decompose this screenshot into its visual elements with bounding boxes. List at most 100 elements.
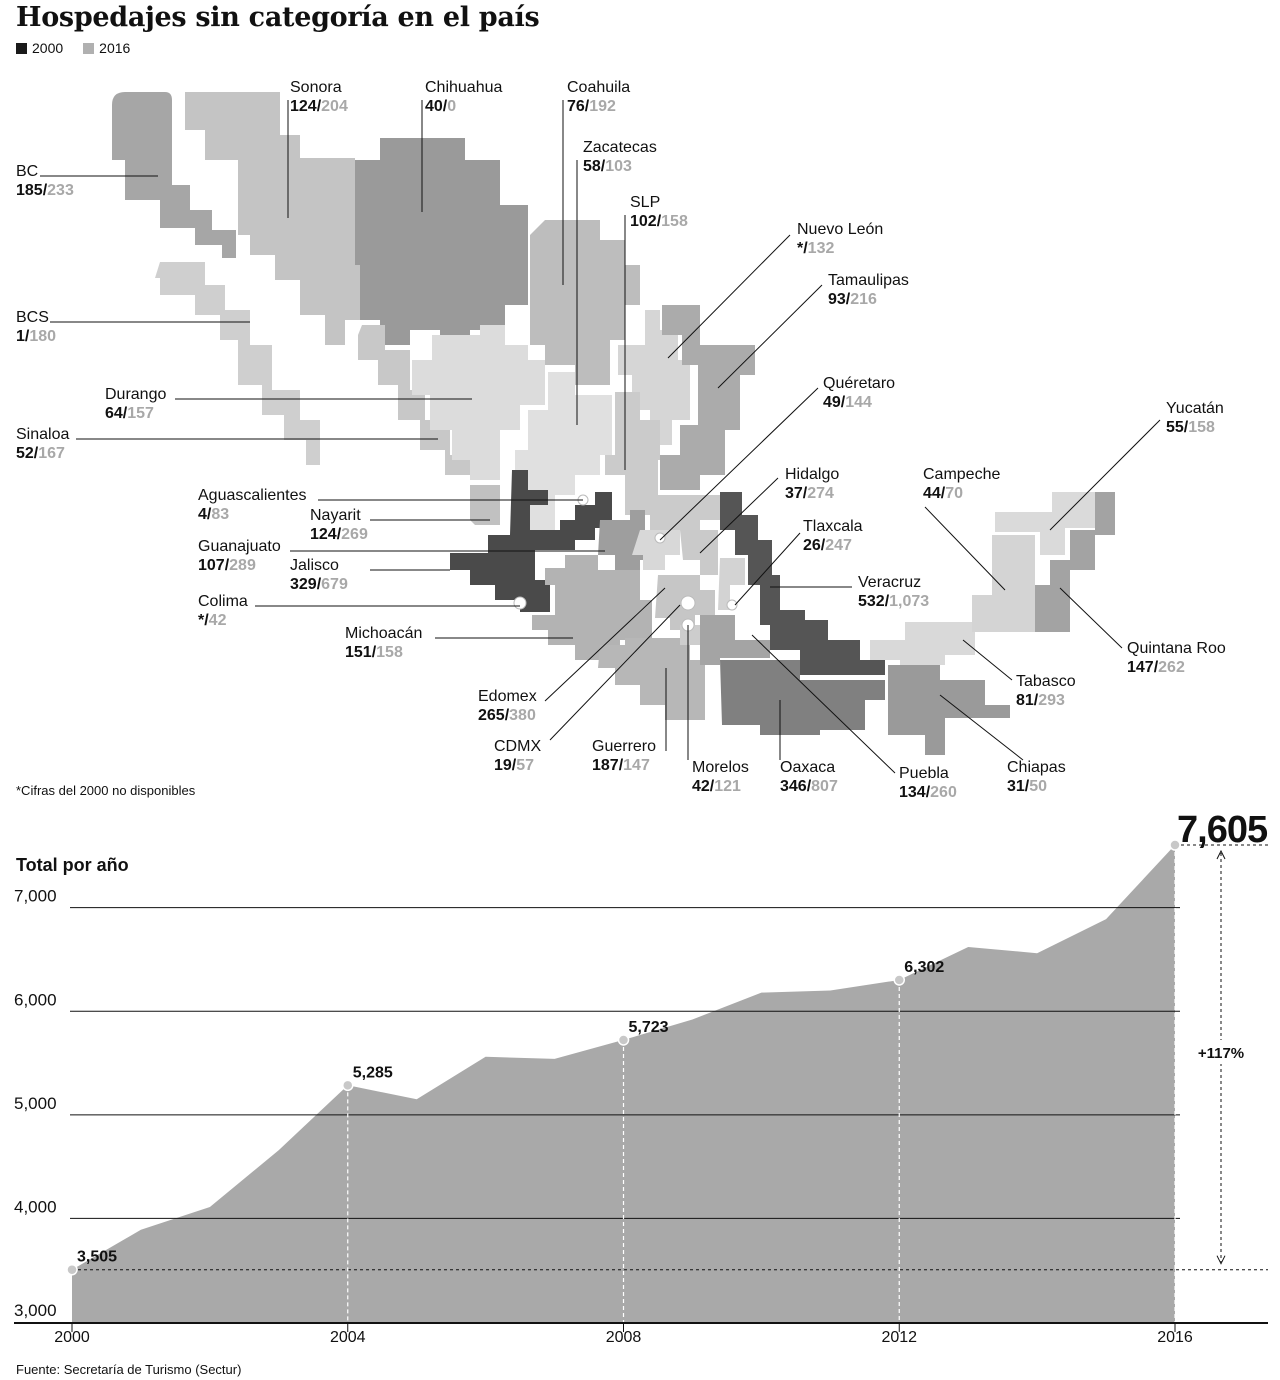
- state-label-slp: SLP 102/158: [630, 194, 688, 230]
- value-2000: 4/: [198, 506, 212, 523]
- change-label: +117%: [1198, 1045, 1244, 1062]
- state-label-quintana-roo: Quintana Roo 147/262: [1127, 640, 1226, 676]
- x-tick-2008: 2008: [606, 1323, 641, 1346]
- state-label-bc: BC 185/233: [16, 163, 74, 199]
- y-tick-4000: 4,000: [14, 1197, 1180, 1219]
- arrow-down-icon: [1216, 1255, 1226, 1265]
- state-values: 44/70: [923, 485, 963, 502]
- highlight-point-2004: 5,285: [342, 1064, 393, 1322]
- value-2000: 124/: [310, 526, 342, 543]
- value-2000: 31/: [1007, 778, 1030, 795]
- state-values: 1/180: [16, 328, 56, 345]
- leader-lines: [40, 100, 1161, 774]
- x-tick-2000: 2000: [54, 1323, 90, 1346]
- value-2000: 76/: [567, 98, 590, 115]
- value-2000: 532/: [858, 593, 890, 610]
- y-tick-3000: 3,000: [14, 1301, 57, 1320]
- value-2016: 83: [211, 506, 229, 523]
- value-2016: 42: [209, 612, 227, 629]
- value-2000: 151/: [345, 644, 377, 661]
- x-tick-label: 2016: [1157, 1329, 1193, 1346]
- region-coahuila: [530, 220, 640, 385]
- leader-line-tlaxcala: [734, 532, 801, 606]
- state-values: 37/274: [785, 485, 834, 502]
- state-label-queretaro: Quéretaro 49/144: [823, 375, 895, 411]
- value-2016: 167: [38, 445, 65, 462]
- region-bcs: [155, 262, 320, 465]
- value-2000: 185/: [16, 182, 48, 199]
- state-label-chihuahua: Chihuahua 40/0: [425, 79, 503, 115]
- value-2000: 346/: [780, 778, 812, 795]
- y-tick-6000: 6,000: [14, 990, 1180, 1012]
- y-tick-label: 3,000: [14, 1301, 57, 1320]
- value-2016: 274: [807, 485, 834, 502]
- value-2016: 0: [447, 98, 456, 115]
- leader-line-hidalgo: [699, 477, 779, 554]
- state-label-michoacan: Michoacán 151/158: [345, 625, 422, 661]
- state-values: 151/158: [345, 644, 403, 661]
- state-values: 64/157: [105, 405, 154, 422]
- state-name: Guerrero: [592, 738, 656, 755]
- state-label-edomex: Edomex 265/380: [478, 688, 537, 724]
- state-label-sinaloa: Sinaloa 52/167: [16, 426, 69, 462]
- map-regions: [112, 92, 1115, 755]
- state-label-durango: Durango 64/157: [105, 386, 166, 422]
- highlight-point-2000: 3,505: [66, 1249, 117, 1276]
- leader-line-nuevo-leon: [667, 234, 791, 359]
- state-name: Morelos: [692, 759, 749, 776]
- region-puebla: [700, 615, 770, 665]
- region-campeche: [972, 535, 1035, 632]
- state-name: Edomex: [478, 688, 537, 705]
- value-2016: 70: [945, 485, 963, 502]
- source-note: Fuente: Secretaría de Turismo (Sectur): [16, 1362, 242, 1377]
- state-label-bcs: BCS 1/180: [16, 309, 56, 345]
- change-label-bg: [1191, 1040, 1251, 1064]
- state-label-jalisco: Jalisco 329/679: [290, 557, 348, 593]
- change-annotation: +117%: [1191, 849, 1251, 1265]
- region-durango: [412, 325, 545, 480]
- highlight-point-2008: 5,723: [617, 1019, 669, 1322]
- state-name: Oaxaca: [780, 759, 835, 776]
- data-label: 6,302: [904, 959, 944, 976]
- state-label-cdmx: CDMX 19/57: [494, 738, 541, 774]
- state-label-campeche: Campeche 44/70: [923, 466, 1000, 502]
- value-2000: 147/: [1127, 659, 1159, 676]
- value-2000: 1/: [16, 328, 30, 345]
- data-label: 3,505: [77, 1249, 117, 1266]
- value-2000: 37/: [785, 485, 808, 502]
- legend-item-2000: 2000: [16, 40, 63, 56]
- state-label-oaxaca: Oaxaca 346/807: [780, 759, 838, 795]
- region-queretaro: [632, 530, 680, 570]
- state-name: Quintana Roo: [1127, 640, 1226, 657]
- state-name: Sonora: [290, 79, 342, 96]
- state-name: Nayarit: [310, 507, 361, 524]
- region-queretaro-dot: [654, 532, 666, 544]
- value-2016: 103: [605, 158, 632, 175]
- data-label: 5,285: [353, 1064, 393, 1081]
- leader-line-edomex: [544, 587, 666, 702]
- state-values: 55/158: [1166, 419, 1215, 436]
- state-name: Colima: [198, 593, 248, 610]
- state-label-puebla: Puebla 134/260: [899, 765, 957, 800]
- state-name: Coahuila: [567, 79, 630, 96]
- state-name: Michoacán: [345, 625, 422, 642]
- data-label: 7,605: [1177, 809, 1268, 851]
- state-name: Yucatán: [1166, 400, 1224, 417]
- value-2016: 380: [509, 707, 536, 724]
- y-tick-label: 4,000: [14, 1197, 57, 1216]
- legend: 2000 2016: [16, 40, 130, 56]
- state-name: Zacatecas: [583, 139, 657, 156]
- state-name: Nuevo León: [797, 221, 883, 238]
- data-point: [1169, 839, 1181, 851]
- value-2016: 262: [1158, 659, 1185, 676]
- legend-swatch-2000: [16, 42, 27, 54]
- x-tick-label: 2012: [881, 1329, 917, 1346]
- state-values: 26/247: [803, 537, 852, 554]
- y-tick-label: 5,000: [14, 1094, 57, 1113]
- leader-line-quintana-roo: [1059, 587, 1123, 649]
- area-series: [72, 845, 1175, 1322]
- leader-line-tabasco: [962, 639, 1013, 681]
- legend-label-2016: 2016: [99, 40, 131, 56]
- leader-line-cdmx: [549, 604, 681, 741]
- value-2000: 102/: [630, 213, 662, 230]
